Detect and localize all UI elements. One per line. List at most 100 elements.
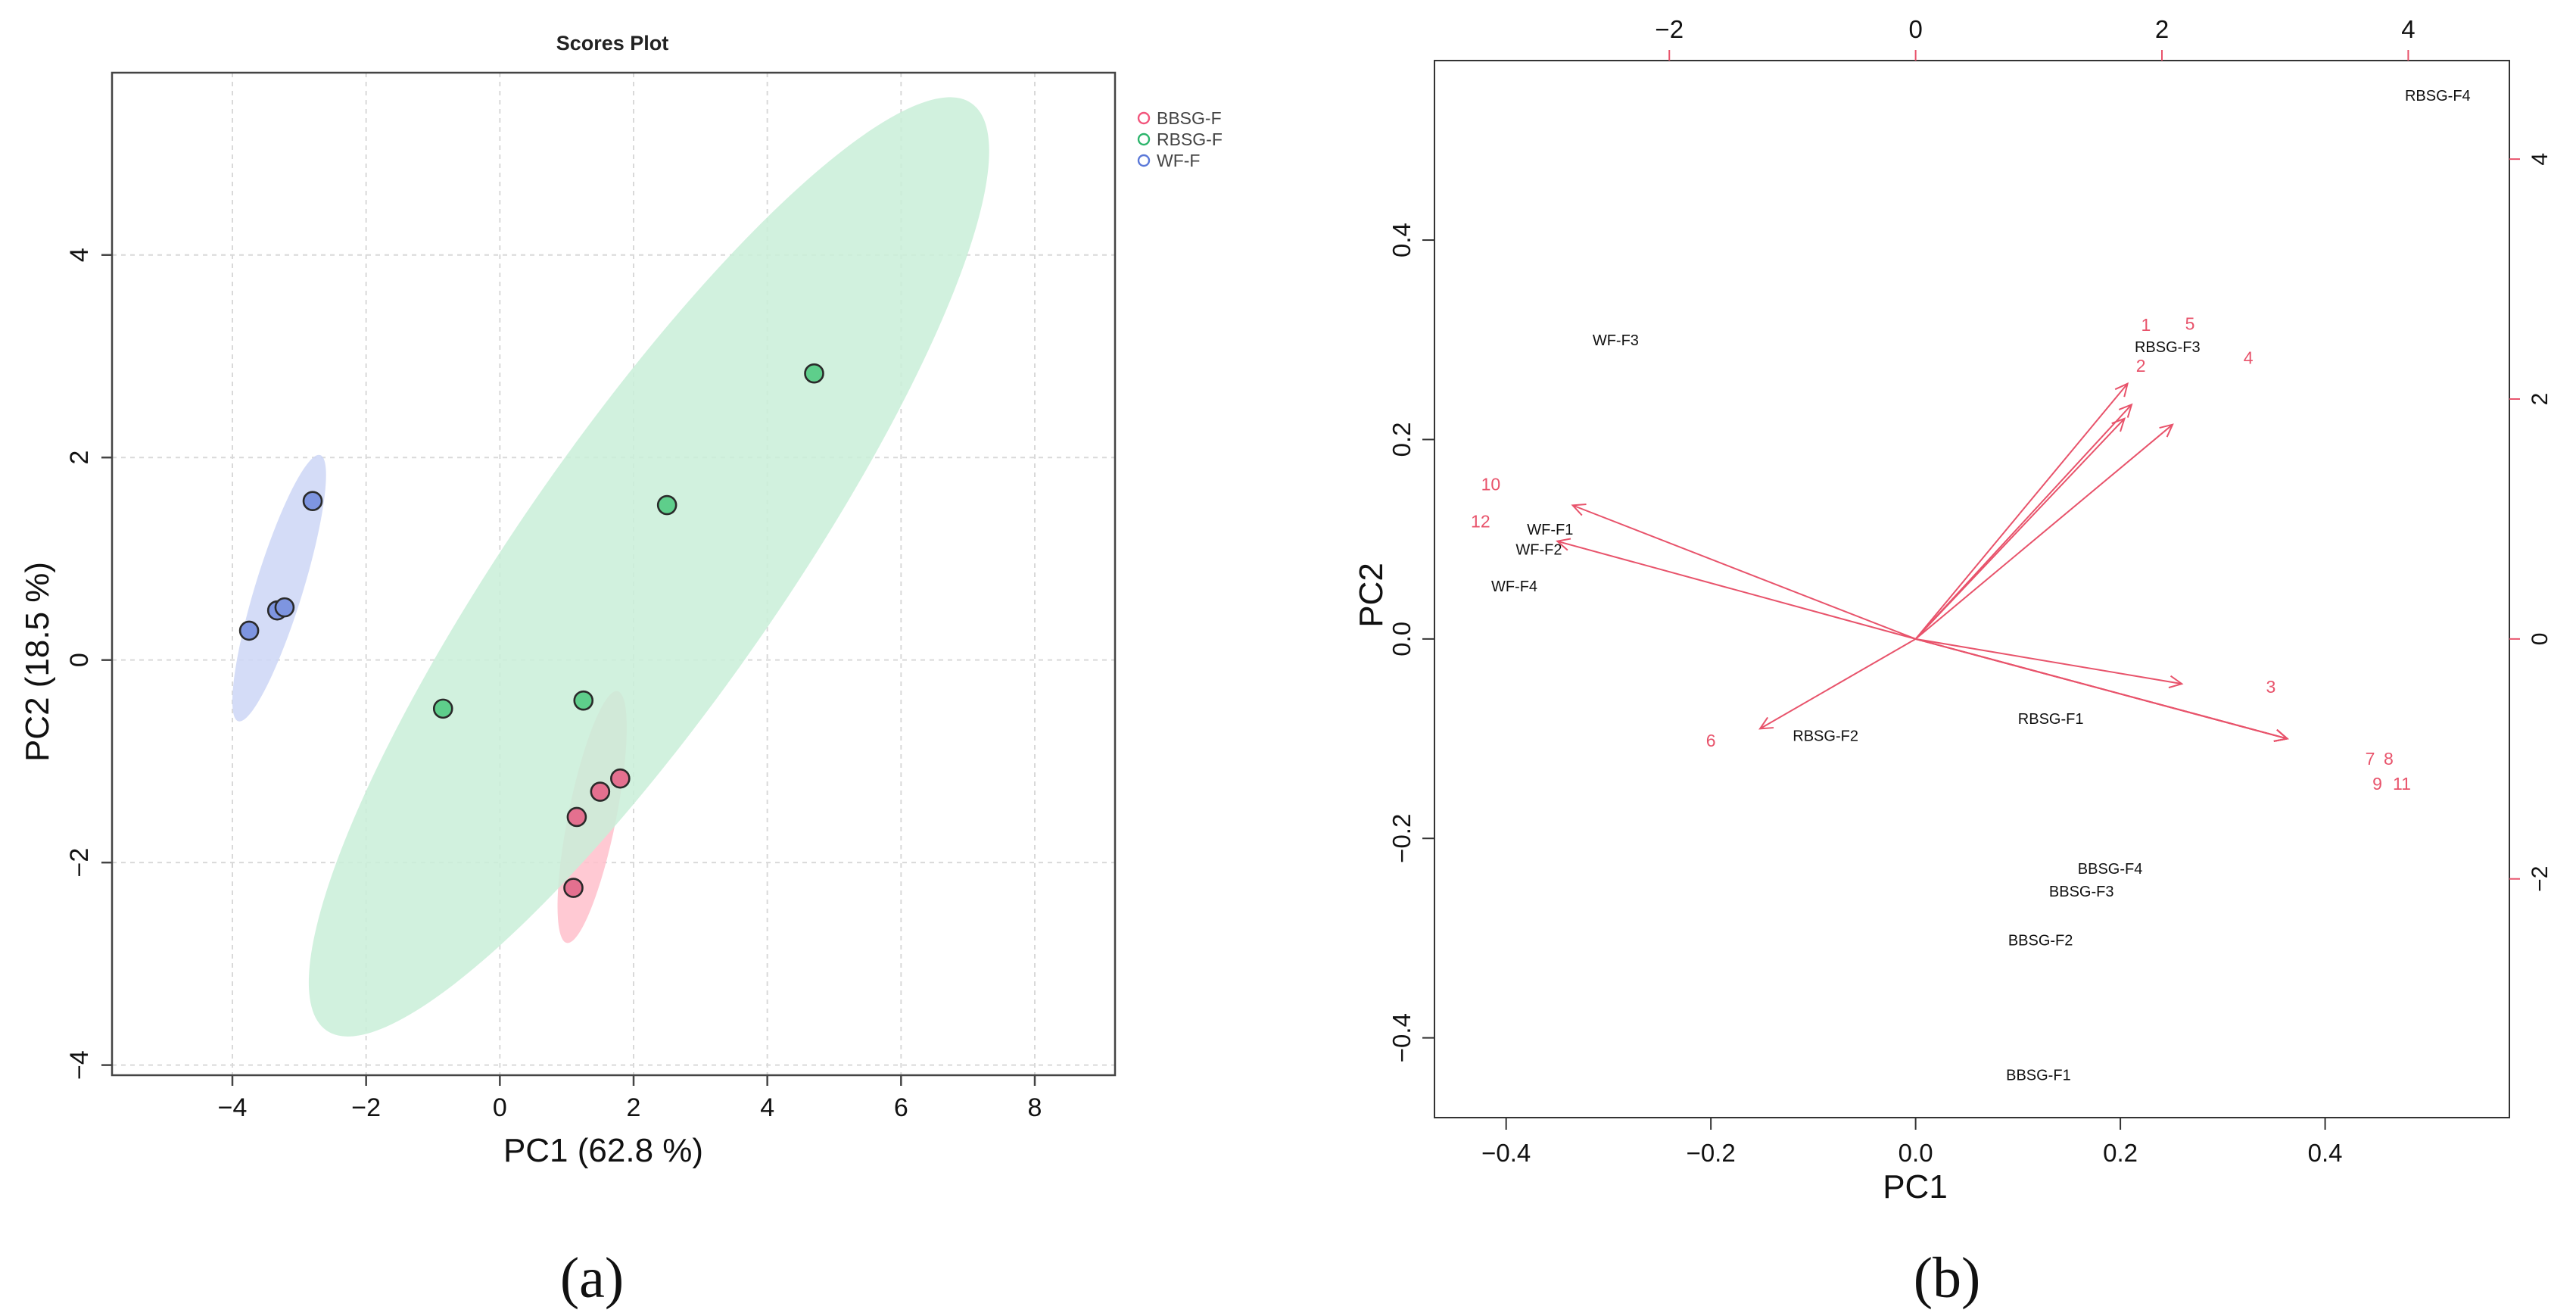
scores-y-axis-label: PC2 (18.5 %) xyxy=(19,562,56,762)
y-tick-label: −2 xyxy=(65,848,94,878)
loading-arrowhead-11 xyxy=(2273,729,2289,742)
loading-arrow-6 xyxy=(1759,638,1917,730)
point-rbsg-f xyxy=(656,494,677,516)
biplot-x-tick-label: −0.2 xyxy=(1687,1139,1736,1167)
score-label-bbsg-f2: BBSG-F2 xyxy=(2008,933,2073,950)
score-label-wf-f2: WF-F2 xyxy=(1515,541,1562,558)
loading-label-8: 8 xyxy=(2384,749,2394,769)
loading-arrow-5 xyxy=(1914,404,2132,640)
loading-label-4: 4 xyxy=(2244,348,2254,367)
point-bbsg-f xyxy=(590,781,611,802)
loading-arrow-3 xyxy=(1915,638,2182,685)
legend-label-wf-f: WF-F xyxy=(1157,151,1200,170)
biplot-axis-ticks: −0.4 −0.2 0.0 0.2 0.4 −0.4 −0.2 0.0 0.2 0.4 −2 0 2 4 −… xyxy=(1388,15,2553,1167)
scores-plot-title: Scores Plot xyxy=(556,32,669,55)
score-label-rbsg-f4: RBSG-F4 xyxy=(2405,88,2471,104)
legend-marker-bbsg-f xyxy=(1137,111,1151,125)
score-label-bbsg-f4: BBSG-F4 xyxy=(2078,861,2143,878)
loading-arrowhead-3 xyxy=(2168,675,2184,689)
y-tick-label: 0 xyxy=(65,653,94,667)
point-bbsg-f xyxy=(610,768,631,789)
loading-arrow-4 xyxy=(1914,423,2173,640)
biplot-y-tick-label: 0.4 xyxy=(1388,223,1416,257)
score-label-rbsg-f3: RBSG-F3 xyxy=(2135,339,2201,356)
ellipse-rbsg-f xyxy=(308,97,989,1037)
biplot-right-tick-label: 4 xyxy=(2528,153,2553,166)
biplot-top-tick-label: −2 xyxy=(1655,15,1684,43)
loading-arrowhead-4 xyxy=(2159,423,2174,438)
panel-a-label: (a) xyxy=(560,1246,624,1310)
point-wf-f xyxy=(302,491,323,512)
x-tick-label: −4 xyxy=(218,1093,248,1122)
point-wf-f xyxy=(238,620,260,641)
loading-label-6: 6 xyxy=(1706,731,1716,750)
loading-arrow-11 xyxy=(1915,638,2288,740)
biplot-x-axis-label: PC1 xyxy=(1883,1168,1948,1205)
biplot-x-tick-label: −0.4 xyxy=(1481,1139,1531,1167)
y-tick-label: 4 xyxy=(65,248,94,262)
point-bbsg-f xyxy=(566,806,587,828)
biplot-top-tick-label: 0 xyxy=(1908,15,1922,43)
loading-label-9: 9 xyxy=(2372,774,2382,794)
biplot-panel: −0.4 −0.2 0.0 0.2 0.4 −0.4 −0.2 0.0 0.2 0.4 −2 0 2 4 −… xyxy=(1353,15,2553,1310)
score-label-rbsg-f2: RBSG-F2 xyxy=(1793,728,1858,745)
biplot-x-tick-label: 0.4 xyxy=(2308,1139,2343,1167)
ellipse-wf-f xyxy=(232,454,326,722)
loading-label-3: 3 xyxy=(2266,677,2275,697)
legend-label-bbsg-f: BBSG-F xyxy=(1157,108,1222,128)
score-label-rbsg-f1: RBSG-F1 xyxy=(2018,711,2084,728)
score-label-bbsg-f1: BBSG-F1 xyxy=(2006,1067,2071,1084)
x-tick-label: 6 xyxy=(894,1093,908,1122)
y-tick-label: 2 xyxy=(65,451,94,465)
loading-label-12: 12 xyxy=(1471,511,1490,531)
loading-arrowhead-6 xyxy=(1758,716,1774,730)
score-label-wf-f4: WF-F4 xyxy=(1491,578,1537,595)
biplot-loading-arrows xyxy=(1556,382,2289,742)
biplot-y-tick-label: −0.4 xyxy=(1388,1013,1416,1062)
legend-marker-rbsg-f xyxy=(1137,133,1151,146)
score-label-wf-f1: WF-F1 xyxy=(1527,522,1573,538)
loading-arrow-10 xyxy=(1572,504,1916,640)
biplot-score-labels: RBSG-F4 WF-F3 RBSG-F3 WF-F1 WF-F2 WF-F4 RBSG-F… xyxy=(1491,88,2471,1084)
loading-label-11: 11 xyxy=(2393,774,2411,794)
point-rbsg-f xyxy=(432,698,453,719)
loading-label-1: 1 xyxy=(2141,315,2151,335)
loading-arrowhead-10 xyxy=(1571,503,1587,516)
panel-b-label: (b) xyxy=(1914,1246,1981,1310)
x-tick-label: 0 xyxy=(493,1093,507,1122)
loading-label-7: 7 xyxy=(2366,749,2375,769)
point-bbsg-f xyxy=(563,878,584,898)
scores-points xyxy=(238,363,824,898)
biplot-y-tick-label: 0.0 xyxy=(1388,622,1416,656)
x-tick-label: 4 xyxy=(760,1093,774,1122)
scores-axis-ticks: −4 −2 0 2 4 6 8 −4 −2 0 2 4 xyxy=(65,248,1042,1122)
biplot-top-tick-label: 2 xyxy=(2155,15,2169,43)
x-tick-label: 8 xyxy=(1028,1093,1042,1122)
legend-label-rbsg-f: RBSG-F xyxy=(1157,129,1223,149)
x-tick-label: −2 xyxy=(351,1093,381,1122)
loading-arrow-1 xyxy=(1914,383,2129,640)
legend-marker-wf-f xyxy=(1137,154,1151,167)
biplot-y-tick-label: −0.2 xyxy=(1388,814,1416,863)
loading-label-10: 10 xyxy=(1481,475,1501,494)
point-wf-f xyxy=(274,597,295,618)
biplot-right-tick-label: 2 xyxy=(2528,393,2553,406)
y-tick-label: −4 xyxy=(65,1050,94,1080)
score-label-bbsg-f3: BBSG-F3 xyxy=(2049,884,2114,900)
biplot-top-tick-label: 4 xyxy=(2401,15,2415,43)
x-tick-label: 2 xyxy=(627,1093,641,1122)
biplot-x-tick-label: 0.0 xyxy=(1899,1139,1933,1167)
loading-arrowhead-12 xyxy=(1556,538,1571,551)
scores-plot-panel: Scores Plot −4 −2 0 2 4 6 8 −4 −2 0 2 4 PC1 (62.8 %… xyxy=(19,32,1223,1310)
biplot-x-tick-label: 0.2 xyxy=(2103,1139,2138,1167)
biplot-right-tick-label: −2 xyxy=(2528,866,2553,892)
loading-label-2: 2 xyxy=(2136,356,2146,376)
biplot-frame xyxy=(1434,60,2510,1118)
loading-arrowhead-5 xyxy=(2118,403,2133,418)
biplot-right-tick-label: 0 xyxy=(2528,633,2553,646)
scores-x-axis-label: PC1 (62.8 %) xyxy=(503,1132,703,1169)
scores-plot-frame xyxy=(111,71,1117,1077)
point-rbsg-f xyxy=(804,363,824,384)
loading-arrow-12 xyxy=(1557,540,1916,640)
